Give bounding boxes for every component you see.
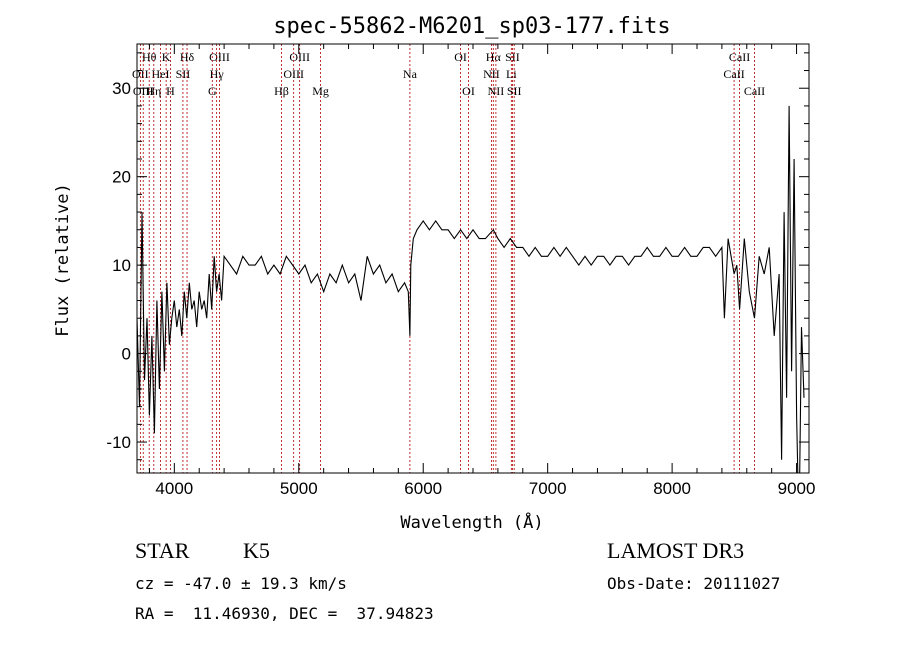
x-axis-label: Wavelength (Å) xyxy=(400,511,543,533)
spectrum-series-0 xyxy=(137,105,805,473)
line-label-20: NII xyxy=(483,67,500,81)
line-label-10: Hγ xyxy=(210,67,225,81)
line-label-12: OIII xyxy=(289,50,310,64)
line-label-11: G xyxy=(208,84,217,98)
x-tick-label: 4000 xyxy=(155,479,193,498)
x-tick-label: 7000 xyxy=(529,479,567,498)
line-label-8: H xyxy=(166,84,175,98)
x-tick-label: 8000 xyxy=(653,479,691,498)
line-label-24: SII xyxy=(507,84,522,98)
plot-area xyxy=(137,105,805,473)
survey-name: LAMOST DR3 xyxy=(607,538,745,563)
line-label-27: CaII xyxy=(744,84,765,98)
line-label-6: Hδ xyxy=(180,50,195,64)
line-label-13: OIII xyxy=(283,67,304,81)
line-label-22: SII xyxy=(505,50,520,64)
line-label-2: OIII xyxy=(133,84,154,98)
line-label-16: Na xyxy=(403,67,418,81)
x-tick-label: 6000 xyxy=(404,479,442,498)
axes: 4000 5000 6000 7000 8000 9000 -10 0 10 20 30 xyxy=(106,43,816,498)
y-tick-label: 20 xyxy=(112,168,131,187)
line-label-19: Hα xyxy=(486,50,502,64)
line-label-18: OI xyxy=(462,84,475,98)
object-subclass: K5 xyxy=(243,538,270,563)
coordinates: RA = 11.46930, DEC = 37.94823 xyxy=(135,604,434,623)
y-tick-label: 30 xyxy=(112,79,131,98)
observation-date: Obs-Date: 20111027 xyxy=(607,574,781,593)
x-tick-label: 5000 xyxy=(280,479,318,498)
line-label-25: CaII xyxy=(729,50,750,64)
line-label-9: OIII xyxy=(209,50,230,64)
line-label-15: Mg xyxy=(312,84,329,98)
y-axis-label: Flux (relative) xyxy=(53,183,73,337)
y-tick-label: 10 xyxy=(112,256,131,275)
line-label-17: OI xyxy=(454,50,467,64)
y-tick-label: 0 xyxy=(122,345,131,364)
x-tick-label: 9000 xyxy=(778,479,816,498)
line-label-14: Hβ xyxy=(274,84,289,98)
chart-title: spec-55862-M6201_sp03-177.fits xyxy=(273,14,670,39)
line-label-1: OII xyxy=(132,67,149,81)
line-label-3: K xyxy=(162,50,171,64)
plot-frame xyxy=(136,43,810,474)
y-tick-label: -10 xyxy=(106,433,131,452)
line-label-23: Li xyxy=(506,67,517,81)
line-label-7: SII xyxy=(176,67,191,81)
line-label-5: Hη xyxy=(146,84,161,98)
redshift-velocity: cz = -47.0 ± 19.3 km/s xyxy=(135,574,347,593)
object-class: STAR xyxy=(135,538,190,563)
line-label-4: HeI xyxy=(152,67,170,81)
line-label-21: NII xyxy=(488,84,505,98)
line-label-0: Hθ xyxy=(142,50,157,64)
line-label-26: CaII xyxy=(723,67,744,81)
